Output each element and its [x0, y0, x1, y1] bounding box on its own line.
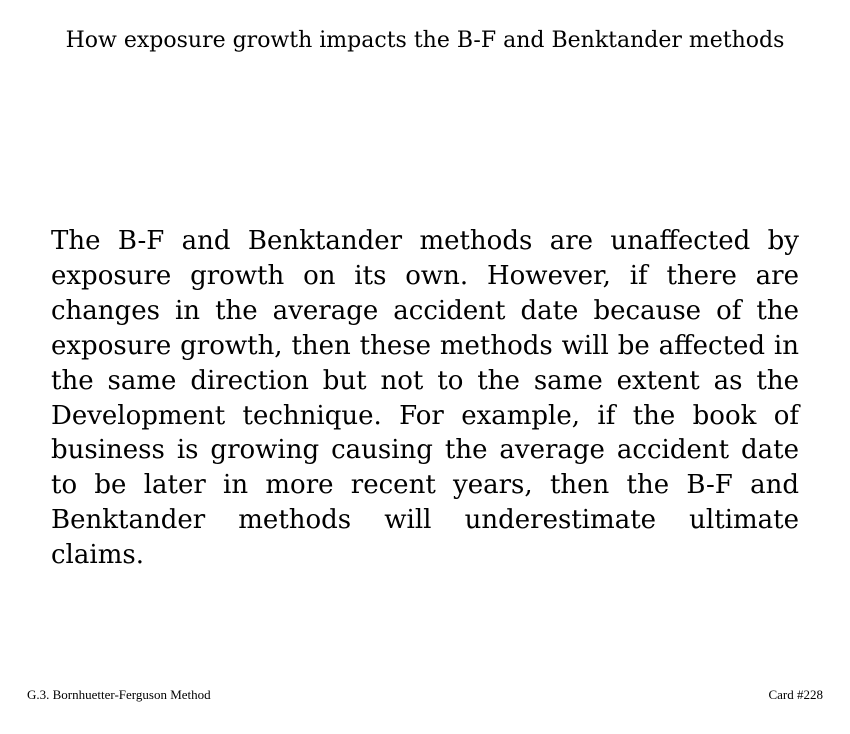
card-title: How exposure growth impacts the B-F and …: [65, 28, 785, 53]
card-body-text: The B-F and Benktander methods are unaff…: [51, 226, 799, 571]
footer-card-number: Card #228: [768, 687, 823, 702]
footer-section-label: G.3. Bornhuetter-Ferguson Method: [27, 687, 211, 702]
